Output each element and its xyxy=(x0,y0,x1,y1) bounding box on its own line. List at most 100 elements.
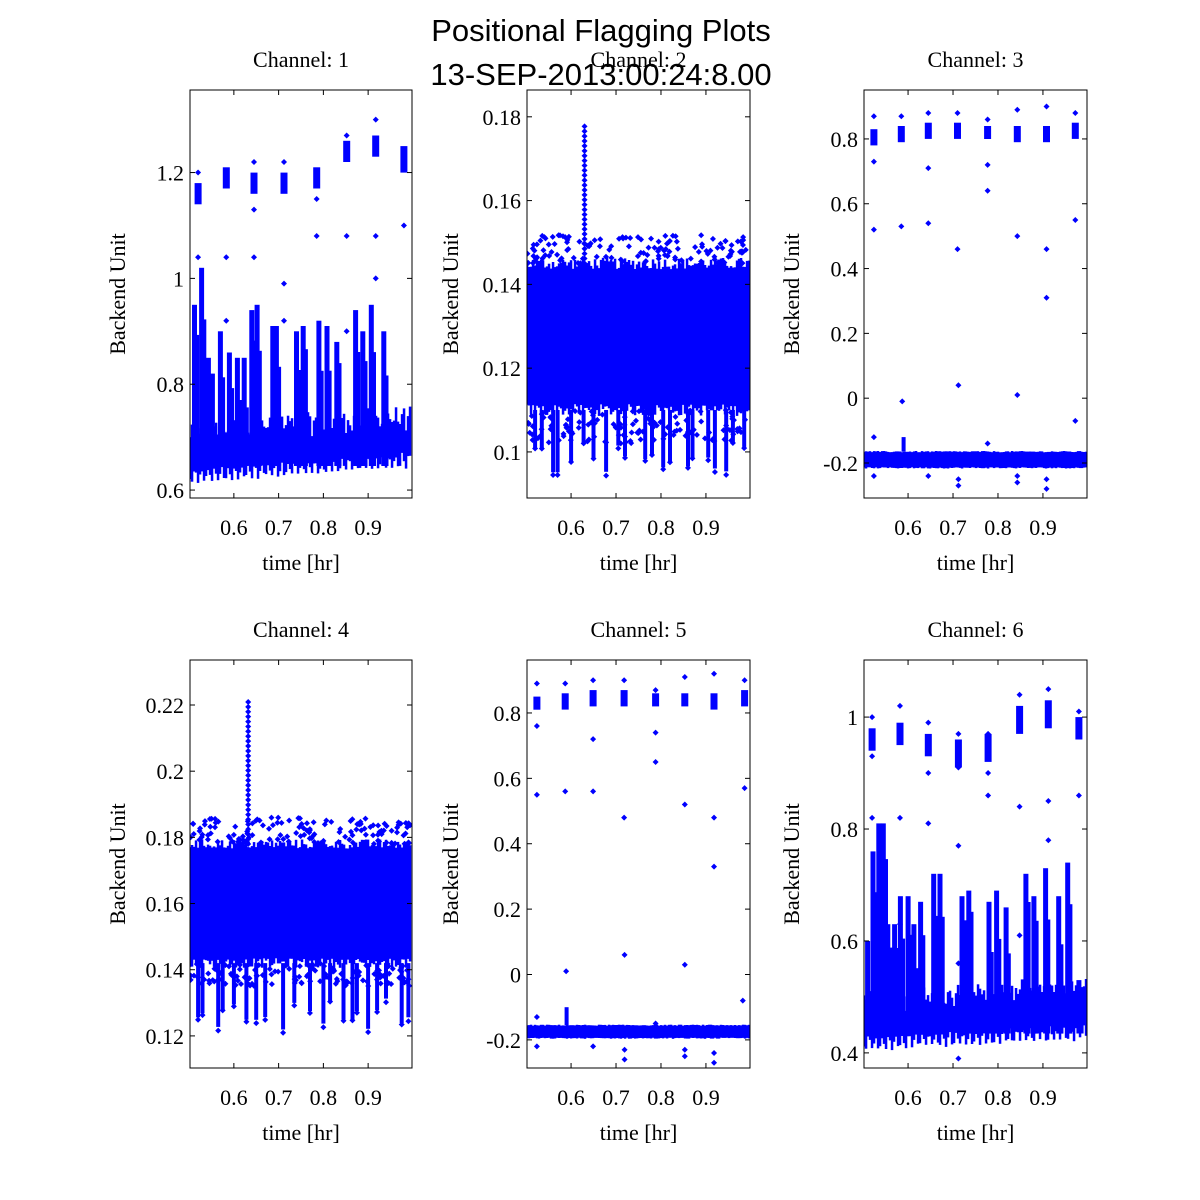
outlier-point xyxy=(985,770,992,777)
data-point xyxy=(603,472,610,479)
data-band xyxy=(322,429,326,470)
outlier-point xyxy=(372,275,379,282)
noise-point xyxy=(560,233,567,240)
noise-point xyxy=(266,836,273,843)
noise-point xyxy=(644,251,651,258)
data-band xyxy=(248,847,252,967)
noise-point xyxy=(190,821,197,828)
outlier-point xyxy=(899,398,906,405)
data-band xyxy=(597,1024,601,1038)
spike-point xyxy=(245,708,252,715)
spike xyxy=(911,924,917,1034)
noise-point xyxy=(527,250,531,257)
spike xyxy=(381,331,387,466)
data-band xyxy=(743,266,747,411)
data-band xyxy=(681,1025,685,1038)
data-band xyxy=(254,847,258,968)
spike-point xyxy=(245,757,252,764)
cluster xyxy=(589,690,597,707)
data-band xyxy=(258,841,262,960)
data-band xyxy=(561,1025,565,1039)
low-spike xyxy=(406,963,411,1018)
data-band xyxy=(402,842,406,960)
noise-point xyxy=(265,825,272,832)
spike-point xyxy=(581,172,588,179)
data-band xyxy=(1048,451,1052,468)
data-band xyxy=(1070,452,1074,468)
noise-point xyxy=(296,973,303,980)
noise-point xyxy=(669,232,676,239)
data-band xyxy=(661,1025,665,1039)
spike-point xyxy=(245,811,252,818)
data-band xyxy=(276,845,280,964)
outlier-point xyxy=(870,226,877,233)
data-point xyxy=(729,440,736,447)
outlier-point xyxy=(954,246,961,253)
noise-point xyxy=(367,823,374,830)
data-band xyxy=(218,845,222,964)
y-tick-label: 0.12 xyxy=(483,356,522,381)
data-band xyxy=(204,847,208,961)
spike xyxy=(238,400,243,466)
noise-point xyxy=(280,836,287,843)
y-tick-label: 0.4 xyxy=(831,1041,859,1066)
data-band xyxy=(314,417,318,464)
data-band xyxy=(280,416,284,463)
spike xyxy=(994,890,1000,1034)
data-band xyxy=(705,1025,709,1038)
data-band xyxy=(625,1024,629,1038)
data-band xyxy=(362,839,366,963)
subplot-title: Channel: 2 xyxy=(591,47,687,72)
outlier-point xyxy=(533,1014,540,1020)
noise-point xyxy=(268,814,275,821)
low-spike xyxy=(200,963,205,1014)
low-spike xyxy=(384,963,388,999)
outlier-point xyxy=(955,842,962,849)
low-spike xyxy=(308,963,312,1011)
low-spike xyxy=(569,410,574,462)
data-band xyxy=(1052,451,1056,468)
data-band xyxy=(912,451,916,469)
noise-point xyxy=(657,244,664,251)
spike-point xyxy=(245,777,252,784)
low-spike xyxy=(650,410,654,455)
x-tick-label: 0.7 xyxy=(602,1085,630,1110)
data-band xyxy=(378,426,382,465)
outlier-point xyxy=(1072,216,1079,223)
spike xyxy=(997,938,1002,1034)
y-tick-label: 0.2 xyxy=(494,897,522,922)
data-band xyxy=(577,1025,581,1038)
data-band xyxy=(733,267,737,407)
data-band xyxy=(978,988,982,1045)
data-band xyxy=(374,415,378,459)
y-tick-label: 1.2 xyxy=(157,161,185,186)
data-band xyxy=(308,416,312,468)
noise-point xyxy=(296,963,303,970)
data-band xyxy=(603,260,607,407)
data-band xyxy=(404,841,408,968)
noise-point xyxy=(257,839,264,846)
spike xyxy=(195,334,200,467)
noise-point xyxy=(664,240,671,247)
spike xyxy=(230,388,235,466)
spike xyxy=(363,361,368,466)
data-band xyxy=(1040,451,1044,468)
data-band xyxy=(1038,451,1042,468)
data-band xyxy=(1000,984,1004,1034)
data-band xyxy=(583,263,587,408)
data-band xyxy=(240,843,244,964)
outlier-point xyxy=(741,677,748,684)
data-band xyxy=(643,1025,647,1038)
data-band xyxy=(583,1024,587,1039)
data-point xyxy=(723,471,730,478)
data-band xyxy=(691,265,695,415)
data-band xyxy=(553,267,557,406)
outlier-point xyxy=(869,814,876,821)
data-band xyxy=(671,1025,675,1039)
data-band xyxy=(308,846,312,961)
noise-point xyxy=(250,982,257,989)
cluster xyxy=(280,172,288,194)
data-band xyxy=(954,451,958,468)
noise-point xyxy=(545,241,552,248)
noise-point xyxy=(564,247,571,254)
